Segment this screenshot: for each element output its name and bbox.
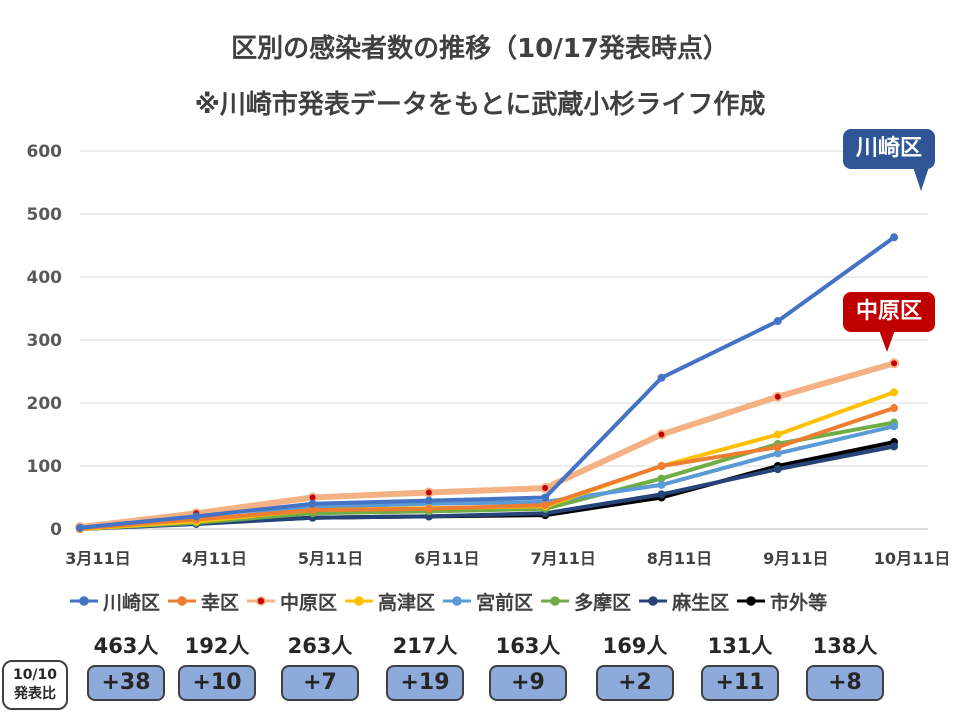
y-tick-label: 200 [27,394,63,414]
data-point-高津区 [773,430,782,439]
y-tick-label: 0 [50,520,62,540]
district-diff-badge: +10 [178,665,256,701]
legend-marker-icon [737,596,766,606]
y-tick-label: 600 [27,142,63,162]
chart-title: 区別の感染者数の推移（10/17発表時点） [231,34,729,64]
data-point-川崎区 [541,493,550,502]
legend-marker-icon [247,596,276,606]
data-point-幸区 [773,443,782,452]
district-diff-badge: +7 [281,665,359,701]
district-total: 463人 [93,634,159,658]
district-diff-badge: +9 [489,665,567,701]
legend-item: 市外等 [735,588,827,615]
chart-subtitle: ※川崎市発表データをもとに武蔵小杉ライフ作成 [194,90,766,120]
district-diff-badge: +8 [806,665,884,701]
x-tick-label: 5月11日 [298,549,363,568]
data-point-川崎区 [773,317,782,326]
district-total: 169人 [602,634,668,658]
x-tick-label: 10月11日 [874,549,951,568]
legend-label: 高津区 [378,591,436,614]
district-diff-badge: +11 [701,665,779,701]
legend-item: 麻生区 [637,588,729,615]
data-point-川崎区 [657,373,666,382]
legend-item: 高津区 [343,588,435,615]
y-tick-label: 300 [27,331,63,351]
legend-item: 多摩区 [539,588,631,615]
x-tick-label: 8月11日 [647,549,712,568]
data-point-川崎区 [76,523,84,532]
data-point-幸区 [890,404,899,413]
data-point-幸区 [657,462,666,470]
district-diff-badge: +38 [87,665,165,701]
legend-label: 市外等 [770,591,828,614]
legend-label: 麻生区 [672,591,730,614]
legend-label: 中原区 [280,591,338,614]
data-point-麻生区 [657,490,666,499]
legend-marker-icon [541,596,570,606]
callout-nakahara-pointer [879,330,895,352]
data-point-中原区 [772,391,783,402]
y-tick-label: 400 [27,268,63,288]
data-point-幸区 [541,501,550,510]
data-point-川崎区 [890,233,899,242]
legend-label: 幸区 [201,591,240,614]
legend-item: 宮前区 [441,588,533,615]
data-point-川崎区 [192,512,201,521]
data-point-麻生区 [773,465,782,474]
callout-nakahara-label: 中原区 [855,299,922,324]
series-line-中原区 [79,360,895,531]
data-point-麻生区 [890,442,899,451]
legend-item: 幸区 [166,588,239,615]
series-line-幸区 [79,406,895,531]
compare-label-box: 10/10 発表比 [2,660,68,710]
legend-marker-icon [168,596,197,606]
data-point-中原区 [656,429,667,440]
legend-label: 川崎区 [103,591,161,614]
callout-kawasaki: 川崎区 [843,129,935,191]
callout-kawasaki-pointer [913,167,929,191]
district-total: 138人 [812,634,878,658]
x-tick-label: 6月11日 [414,549,479,568]
legend-label: 多摩区 [574,591,632,614]
district-total: 163人 [495,634,561,658]
data-point-高津区 [890,388,899,397]
y-tick-label: 100 [27,457,63,477]
chart-legend: 川崎区 幸区 中原区 高津区 宮前区 多摩区 麻生区 市外等 [68,586,948,616]
legend-marker-icon [345,596,374,606]
data-point-宮前区 [657,480,666,489]
data-point-中原区 [423,487,434,498]
data-point-川崎区 [308,499,317,508]
series-line-川崎区 [79,235,896,530]
legend-marker-icon [70,596,98,606]
callout-nakahara: 中原区 [843,292,935,352]
x-tick-label: 3月11日 [65,549,130,568]
legend-item: 川崎区 [68,588,160,615]
x-tick-label: 9月11日 [763,549,828,568]
district-total: 263人 [287,634,353,658]
data-point-宮前区 [890,422,899,431]
callout-kawasaki-label: 川崎区 [855,136,922,161]
compare-label-line1: 10/10 [12,667,58,683]
data-point-中原区 [540,483,551,494]
district-total: 192人 [184,634,250,658]
district-total: 131人 [707,634,773,658]
district-diff-badge: +2 [596,665,674,701]
data-point-川崎区 [424,496,433,505]
data-point-中原区 [889,358,900,369]
data-point-幸区 [424,504,433,513]
line-chart: 0 100 200 300 400 500 600 3月11日 4月11日 5月11日 6月11日 7… [27,142,951,568]
legend-item: 中原区 [245,588,337,615]
district-diff-badge: +19 [386,665,464,701]
x-tick-label: 4月11日 [182,549,247,568]
legend-marker-icon [443,596,472,606]
legend-label: 宮前区 [476,591,534,614]
district-total: 217人 [392,634,458,658]
y-tick-label: 500 [27,205,63,225]
compare-label-line2: 発表比 [14,686,56,702]
legend-marker-icon [639,596,668,606]
x-tick-label: 7月11日 [530,549,595,568]
